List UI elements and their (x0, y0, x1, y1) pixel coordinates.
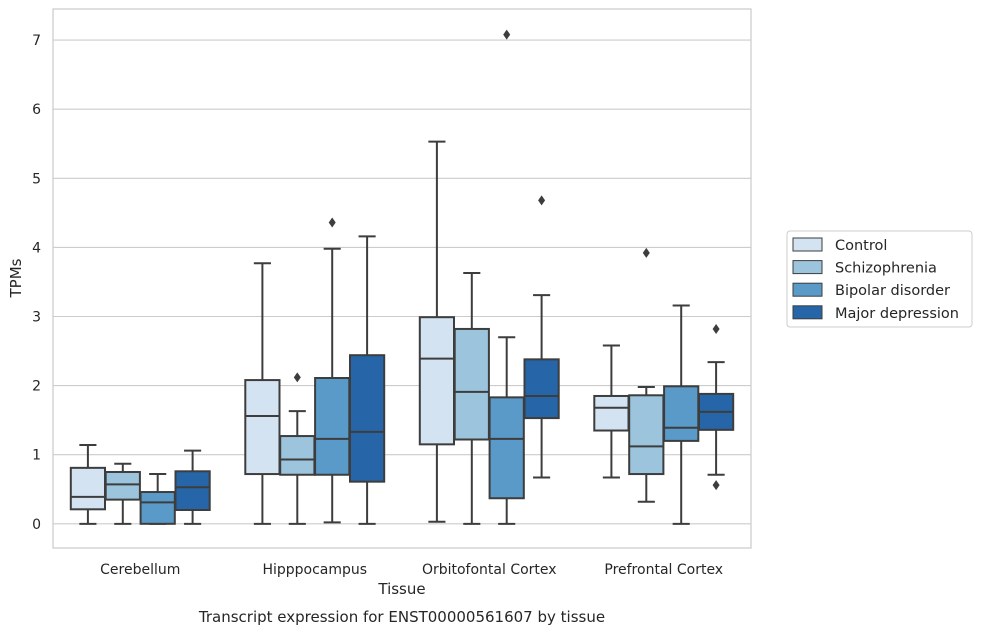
legend-frame (786, 230, 973, 328)
legend-label: Major depression (835, 306, 959, 322)
box-body (104, 470, 141, 501)
box (174, 449, 211, 525)
legend-swatch (792, 282, 823, 297)
box-body (453, 327, 490, 441)
box-body (139, 491, 176, 525)
y-tick-label: 0 (32, 517, 41, 533)
box (593, 344, 630, 479)
box-body (69, 466, 107, 511)
box-body (628, 394, 665, 476)
outlier-point (642, 247, 650, 258)
legend-label: Control (835, 238, 887, 254)
box-body (174, 470, 211, 511)
outlier-point (538, 195, 546, 206)
box-body (663, 385, 700, 442)
box (628, 247, 665, 503)
outlier-point (328, 217, 336, 228)
legend: Control Schizophrenia Bipolar disorder Majo… (786, 230, 973, 328)
x-tick-label: Cerebellum (100, 562, 180, 578)
y-tick-label: 4 (32, 240, 41, 256)
box-body (488, 396, 525, 500)
box (244, 262, 281, 525)
outlier-point (712, 480, 720, 491)
box (488, 29, 525, 525)
box-body (593, 394, 630, 432)
legend-swatch (792, 237, 823, 252)
legend-label: Schizophrenia (835, 261, 937, 277)
x-tick-label: Orbitofontal Cortex (422, 562, 557, 578)
legend-swatch (792, 305, 823, 320)
legend-swatch (792, 260, 823, 275)
outlier-point (503, 29, 511, 40)
box (104, 462, 141, 525)
box (697, 323, 735, 491)
legend-items: Control Schizophrenia Bipolar disorder Majo… (792, 237, 959, 322)
plot-frame (52, 8, 752, 549)
box (348, 235, 386, 525)
outlier-point (293, 372, 301, 383)
outlier-point (712, 323, 720, 334)
box (523, 195, 560, 479)
legend-label: Bipolar disorder (835, 283, 950, 299)
box (314, 217, 351, 524)
y-tick-label: 5 (32, 171, 41, 187)
y-tick-label: 1 (32, 448, 41, 464)
box-body (279, 435, 316, 476)
y-tick-label: 3 (32, 310, 41, 326)
box (418, 140, 456, 523)
x-tick-label: Prefrontal Cortex (604, 562, 723, 578)
box (69, 444, 107, 525)
y-axis-ticks: 0 1 2 3 4 5 6 7 (32, 33, 41, 533)
box-body (348, 354, 386, 483)
y-tick-label: 2 (32, 379, 41, 395)
figure-caption: Transcript expression for ENST0000056160… (198, 608, 605, 626)
y-tick-label: 6 (32, 102, 41, 118)
box-body (314, 377, 351, 476)
box-body (523, 358, 560, 420)
box (663, 304, 700, 525)
box-body (244, 379, 281, 476)
box-body (418, 316, 456, 446)
x-tick-label: Hipppocampus (262, 562, 367, 578)
y-axis-label: TPMs (7, 258, 25, 298)
x-axis-label: Tissue (377, 580, 425, 598)
box (453, 271, 490, 525)
y-tick-label: 7 (32, 33, 41, 49)
box (279, 372, 316, 525)
x-axis-ticks: Cerebellum Hipppocampus Orbitofontal Corte… (100, 562, 723, 578)
boxes (69, 29, 735, 525)
